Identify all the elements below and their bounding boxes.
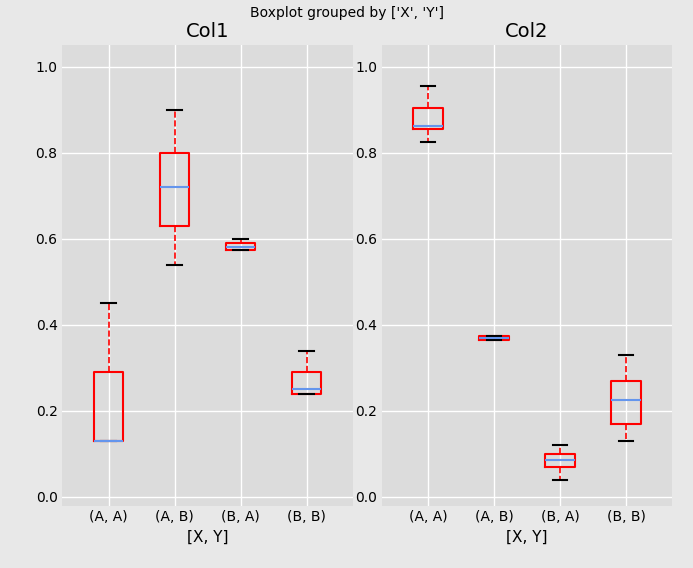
Title: Col2: Col2 [505,22,549,41]
X-axis label: [X, Y]: [X, Y] [507,530,547,545]
Title: Col1: Col1 [186,22,229,41]
Text: Boxplot grouped by ['X', 'Y']: Boxplot grouped by ['X', 'Y'] [249,6,444,20]
X-axis label: [X, Y]: [X, Y] [187,530,228,545]
